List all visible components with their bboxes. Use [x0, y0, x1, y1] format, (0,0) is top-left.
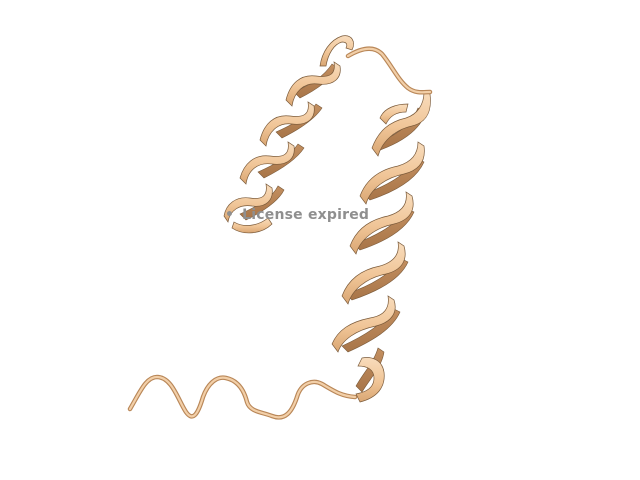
- helix-short-front: [223, 35, 354, 234]
- helix-long-front: [331, 91, 431, 403]
- helix-short-back: [239, 63, 339, 221]
- watermark-bullet: •: [225, 207, 235, 223]
- watermark-text: License expired: [242, 207, 370, 223]
- license-expired-watermark: • License expired: [225, 207, 369, 223]
- loop-connector: [345, 46, 433, 95]
